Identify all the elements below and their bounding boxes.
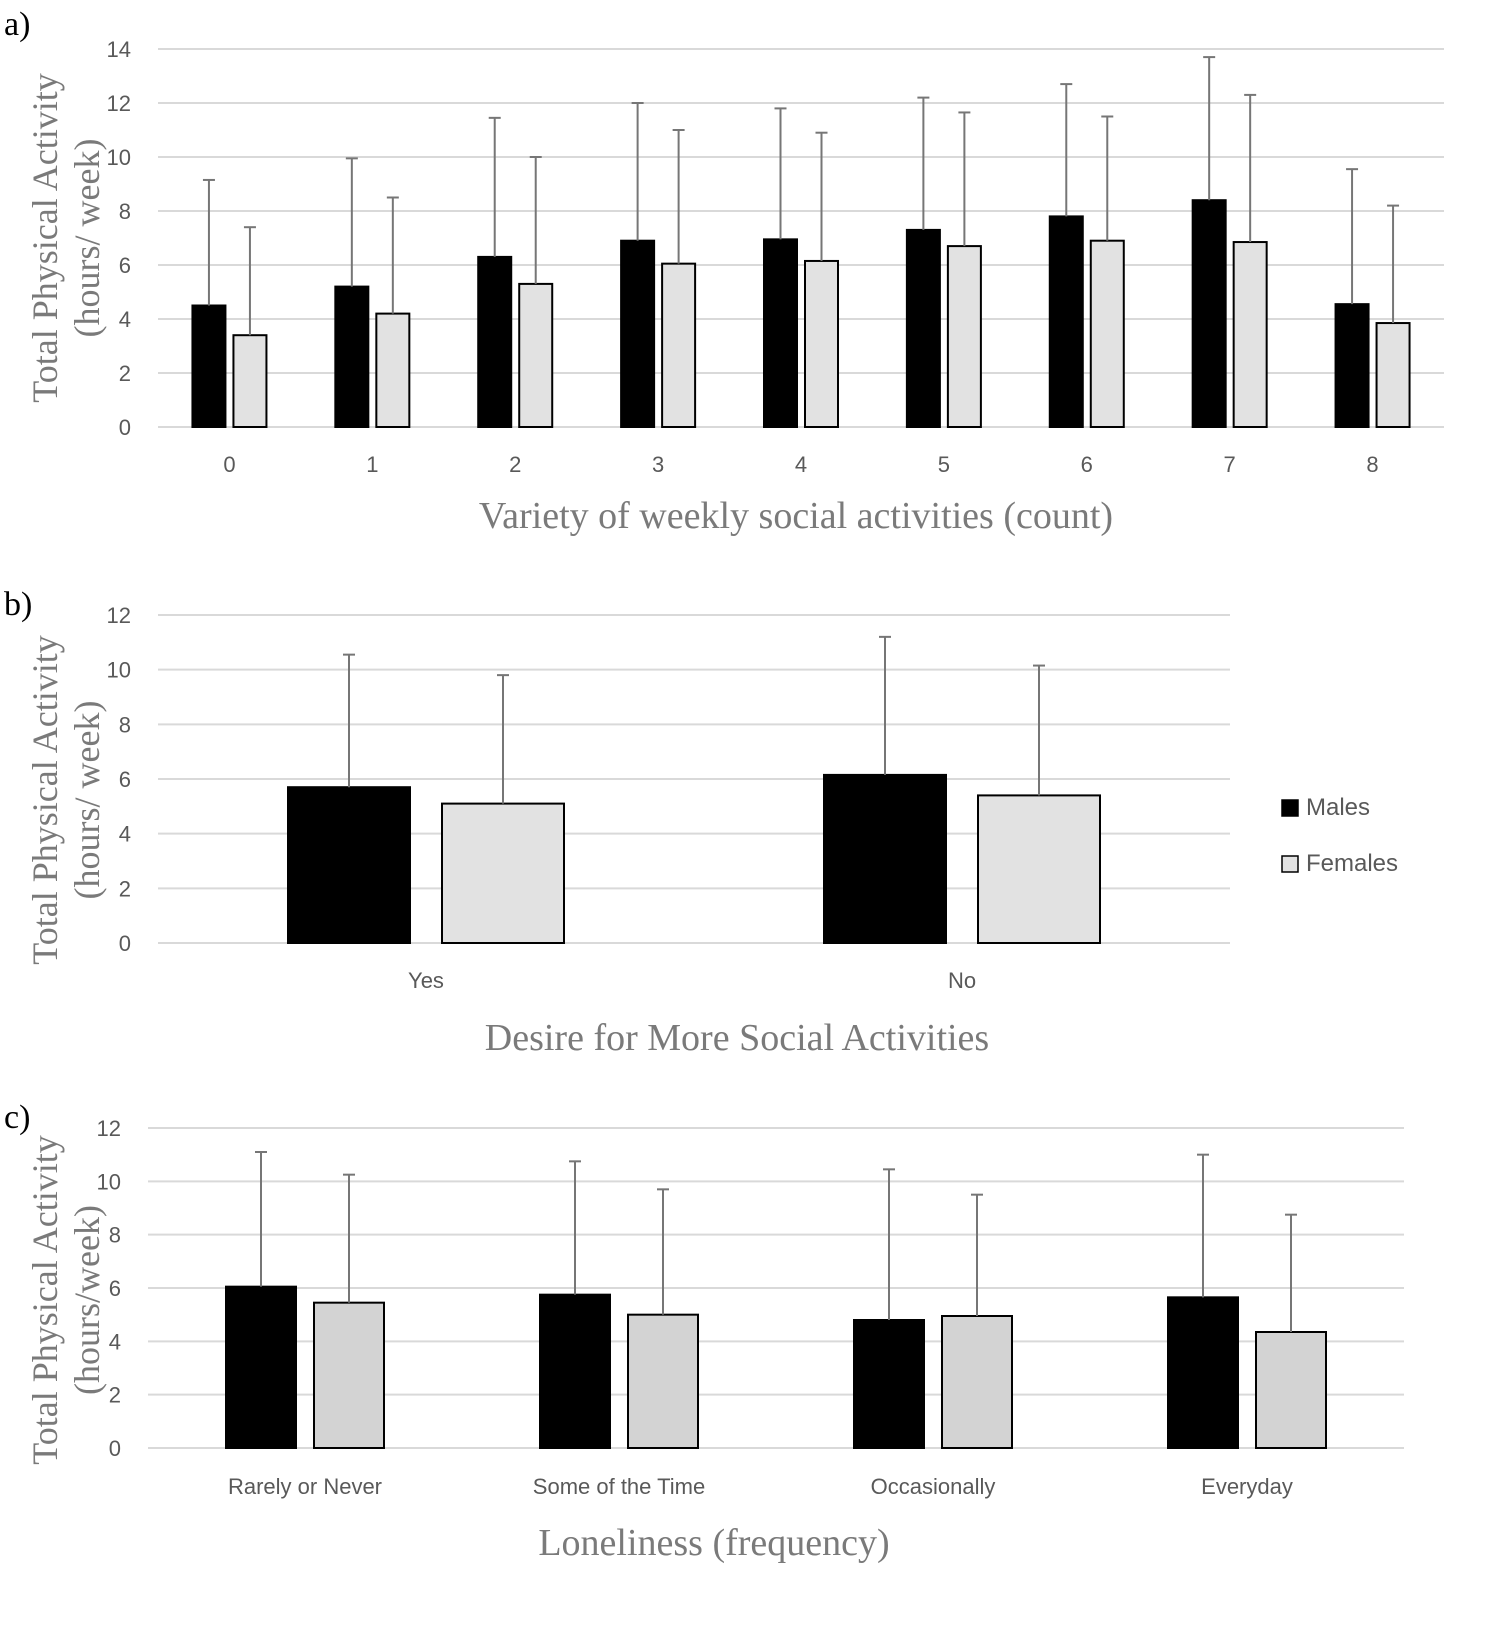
legend: Males Females [1281,794,1398,877]
y-tick-label: 12 [107,91,131,116]
x-tick-label: 0 [223,452,235,477]
y-axis-title: Total Physical Activity (hours/ week) [25,73,107,402]
y-tick-label: 10 [107,658,131,683]
male-bar [1048,215,1084,428]
x-tick-label: Everyday [1201,1474,1293,1499]
male-bar [763,238,798,428]
legend-label-females: Females [1306,850,1398,877]
female-bar [977,794,1101,945]
female-bar [1255,1331,1327,1449]
y-axis-title-line1: Total Physical Activity [25,1135,65,1464]
y-tick-label: 12 [97,1116,121,1141]
panel-label: a) [4,6,30,43]
female-bar [518,282,554,428]
y-tick-label: 6 [119,253,131,278]
male-bar [620,239,656,428]
y-tick-label: 0 [119,931,131,956]
y-tick-label: 0 [119,415,131,440]
female-bar [1375,322,1411,428]
x-tick-label: 3 [652,452,664,477]
y-tick-label: 2 [119,361,131,386]
y-tick-label: 8 [109,1223,121,1248]
female-bar [661,262,697,428]
x-tick-label: 1 [366,452,378,477]
y-tick-label: 10 [97,1169,121,1194]
female-bar [804,259,839,429]
y-axis-title-line1: Total Physical Activity [25,635,65,964]
x-tick-label: Rarely or Never [228,1474,382,1499]
y-axis-title-line2: (hours/week) [67,1205,107,1395]
x-tick-label: 6 [1081,452,1093,477]
x-tick-label: Some of the Time [533,1474,705,1499]
y-tick-label: 12 [107,603,131,628]
y-axis-title: Total Physical Activity (hours/week) [25,1135,107,1464]
female-bar [375,312,411,429]
male-bar [334,285,370,428]
female-bar [441,802,565,944]
legend-swatch-females [1281,855,1299,873]
y-tick-label: 2 [119,876,131,901]
y-tick-label: 8 [119,712,131,737]
female-bar [941,1315,1013,1449]
female-bar [313,1301,385,1449]
y-tick-label: 4 [109,1329,121,1354]
x-tick-label: 7 [1224,452,1236,477]
chart-panel-b: b) 0 2 4 6 8 10 12 Yes No Desire for More Social A… [4,586,1230,1059]
y-tick-label: 6 [119,767,131,792]
x-tick-label: 5 [938,452,950,477]
y-axis-title-line2: (hours/ week) [67,139,107,338]
male-bar [1191,199,1227,428]
male-bar [1334,303,1370,428]
y-tick-label: 2 [109,1383,121,1408]
male-bar [477,255,513,428]
legend-swatch-males [1281,799,1299,817]
y-tick-label: 14 [107,37,131,62]
panel-label: b) [4,586,32,623]
y-tick-label: 6 [109,1276,121,1301]
male-bar [1167,1296,1239,1450]
male-bar [225,1285,297,1449]
y-tick-label: 10 [107,145,131,170]
y-tick-label: 8 [119,199,131,224]
y-axis-title: Total Physical Activity (hours/ week) [25,635,107,964]
y-tick-label: 4 [119,307,131,332]
female-bar [232,334,268,429]
female-bar [946,245,982,428]
male-bar [539,1293,611,1449]
y-axis-title-line1: Total Physical Activity [25,73,65,402]
y-tick-label: 4 [119,822,131,847]
x-tick-label: 8 [1366,452,1378,477]
x-axis-title: Variety of weekly social activities (cou… [479,495,1113,537]
male-bar [905,228,941,428]
x-axis-title: Loneliness (frequency) [538,1522,889,1564]
male-bar [287,786,411,945]
male-bar [823,773,947,945]
x-tick-label: Occasionally [871,1474,996,1499]
y-axis-title-line2: (hours/ week) [67,701,107,900]
x-tick-label: No [948,968,976,993]
female-bar [1232,241,1268,428]
chart-panel-c: c) 0 2 4 6 8 10 12 Rarely or Never Some of the Ti… [4,1099,1404,1564]
x-axis-title: Desire for More Social Activities [485,1017,989,1059]
x-tick-label: 4 [795,452,807,477]
male-bar [191,304,227,428]
female-bar [627,1313,699,1449]
male-bar [853,1319,925,1449]
female-bar [1089,239,1125,428]
panel-label: c) [4,1099,30,1136]
x-tick-label: Yes [408,968,444,993]
y-tick-label: 0 [109,1436,121,1461]
x-tick-label: 2 [509,452,521,477]
legend-label-males: Males [1306,794,1370,821]
